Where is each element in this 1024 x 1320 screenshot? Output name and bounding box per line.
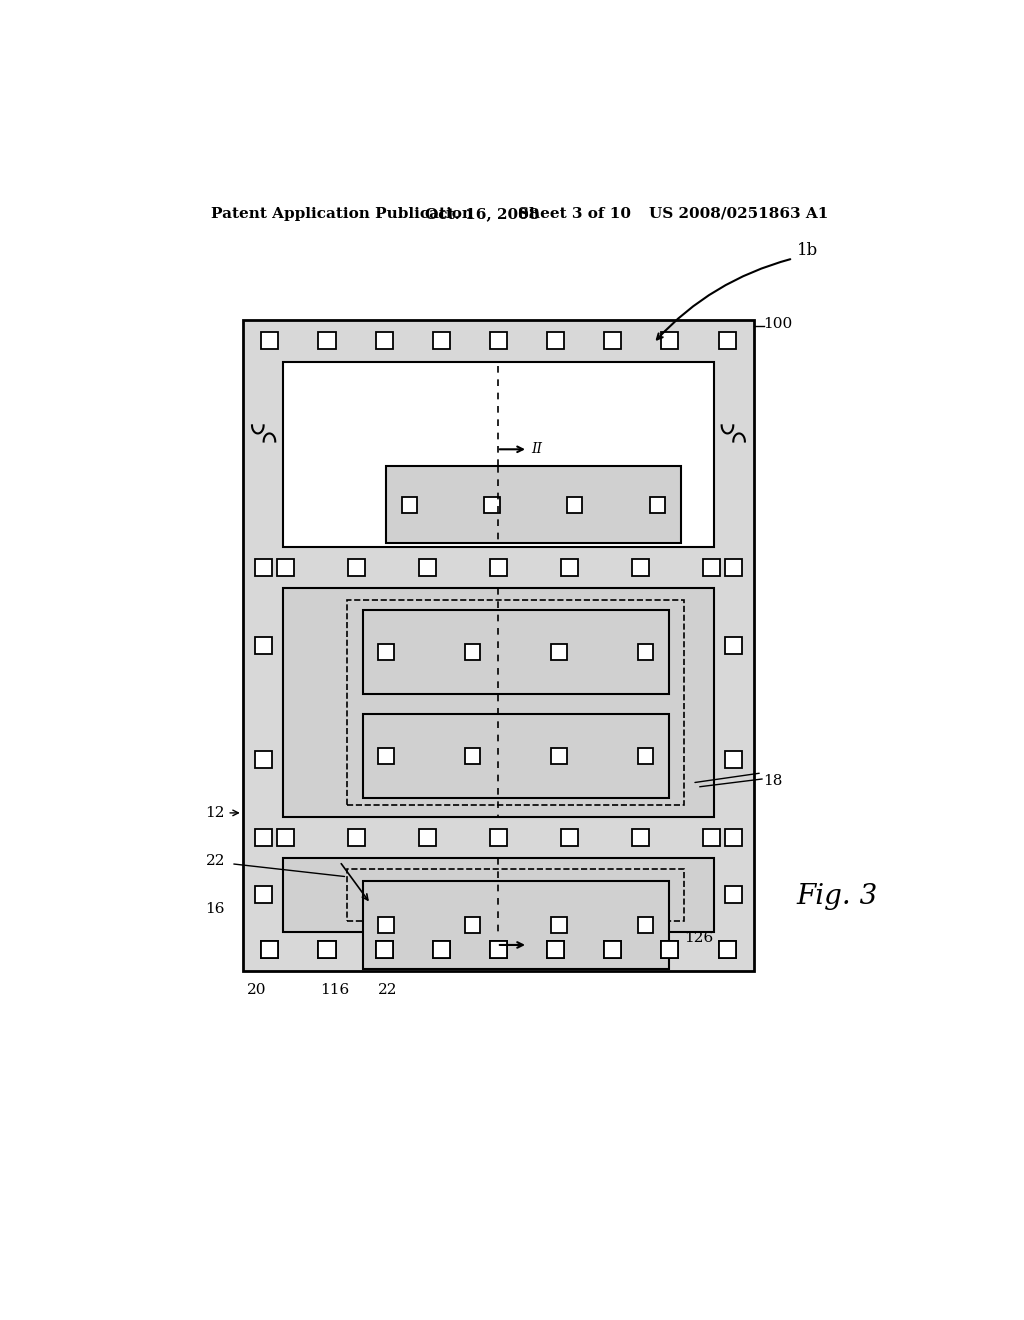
Bar <box>632 560 649 576</box>
Bar <box>489 941 507 958</box>
Bar <box>243 321 755 970</box>
Bar <box>419 560 436 576</box>
Bar <box>433 941 450 958</box>
Bar <box>433 941 450 958</box>
Bar <box>255 829 272 846</box>
Bar <box>547 941 564 958</box>
Text: 100: 100 <box>764 317 793 331</box>
Bar <box>649 498 665 512</box>
Bar <box>551 917 567 933</box>
Bar <box>703 829 720 846</box>
Bar <box>725 887 741 903</box>
Bar <box>362 610 669 694</box>
Text: Patent Application Publication: Patent Application Publication <box>211 207 473 220</box>
Bar <box>255 751 272 768</box>
Bar <box>318 941 336 958</box>
Text: 16: 16 <box>206 902 225 916</box>
Text: Fig. 3: Fig. 3 <box>797 883 878 909</box>
Bar <box>561 829 578 846</box>
Text: Oct. 16, 2008: Oct. 16, 2008 <box>425 207 540 220</box>
Bar <box>348 829 365 846</box>
Bar <box>719 941 735 958</box>
Bar <box>632 829 649 846</box>
Bar <box>489 560 507 576</box>
Text: 20: 20 <box>247 983 266 997</box>
Bar <box>638 644 653 660</box>
Bar <box>362 714 669 799</box>
Bar <box>376 941 392 958</box>
Bar <box>489 941 507 958</box>
Bar <box>725 636 741 653</box>
Bar <box>465 644 480 660</box>
Bar <box>318 941 336 958</box>
Bar <box>378 917 394 933</box>
Text: 12: 12 <box>206 807 225 820</box>
Bar <box>561 560 578 576</box>
Text: Sheet 3 of 10: Sheet 3 of 10 <box>518 207 631 220</box>
Bar <box>362 880 669 969</box>
Bar <box>255 560 272 576</box>
Bar <box>567 498 583 512</box>
Text: 18: 18 <box>764 774 783 788</box>
Bar <box>419 829 436 846</box>
Text: 126: 126 <box>684 932 714 945</box>
Bar <box>604 333 622 350</box>
Bar <box>547 941 564 958</box>
Text: 22: 22 <box>206 854 225 869</box>
Bar <box>662 941 679 958</box>
Bar <box>547 333 564 350</box>
Text: 22: 22 <box>378 983 398 997</box>
Bar <box>703 560 720 576</box>
Bar <box>484 498 500 512</box>
Bar <box>719 333 735 350</box>
Bar <box>347 599 684 805</box>
Bar <box>662 333 679 350</box>
Bar <box>255 887 272 903</box>
Bar <box>401 498 417 512</box>
Bar <box>465 917 480 933</box>
Bar <box>261 941 279 958</box>
Bar <box>551 644 567 660</box>
Text: 1b: 1b <box>797 243 818 259</box>
Bar <box>551 748 567 763</box>
Bar <box>376 941 392 958</box>
Bar <box>725 829 741 846</box>
Text: II: II <box>531 442 542 457</box>
Bar <box>318 333 336 350</box>
Bar <box>276 560 294 576</box>
Bar <box>386 466 681 544</box>
Text: US 2008/0251863 A1: US 2008/0251863 A1 <box>649 207 828 220</box>
Bar <box>719 941 735 958</box>
Bar <box>489 829 507 846</box>
Bar <box>261 333 279 350</box>
Text: II: II <box>531 939 542 952</box>
Bar <box>255 636 272 653</box>
Text: 116: 116 <box>321 983 349 997</box>
Bar <box>489 333 507 350</box>
Bar <box>465 748 480 763</box>
Bar <box>433 333 450 350</box>
Bar <box>283 363 714 548</box>
Bar <box>378 644 394 660</box>
Bar <box>604 941 622 958</box>
Bar <box>348 560 365 576</box>
Bar <box>261 941 279 958</box>
Bar <box>378 748 394 763</box>
Bar <box>725 751 741 768</box>
Bar <box>283 858 714 932</box>
Bar <box>725 560 741 576</box>
Bar <box>638 748 653 763</box>
Bar <box>347 869 684 921</box>
Bar <box>283 589 714 817</box>
Bar <box>638 917 653 933</box>
Bar <box>276 829 294 846</box>
Bar <box>662 941 679 958</box>
Bar <box>376 333 392 350</box>
Bar <box>604 941 622 958</box>
